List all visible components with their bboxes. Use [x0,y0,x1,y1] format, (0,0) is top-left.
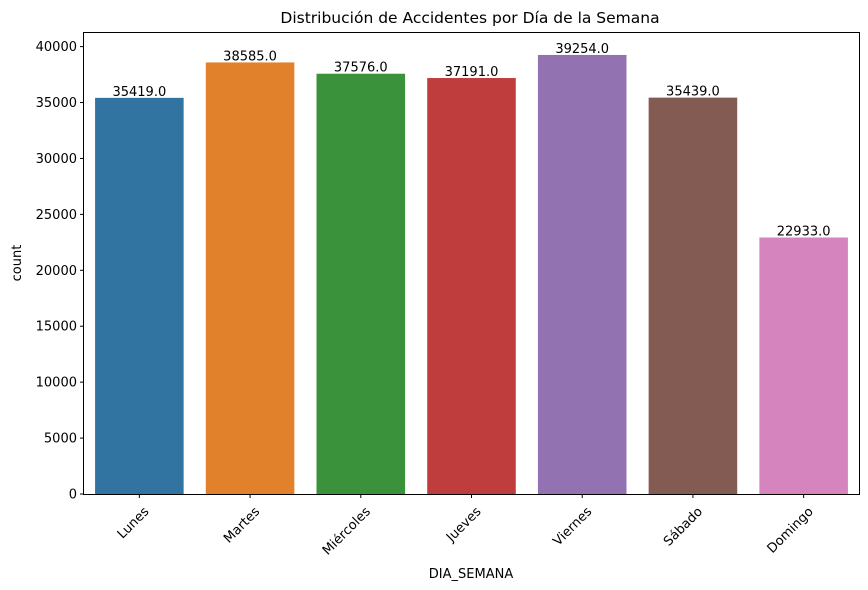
data-label-2: 37576.0 [334,61,388,76]
data-label-5: 35439.0 [666,85,720,100]
y-tick-label-6: 30000 [36,152,77,167]
plot-frame [83,32,860,495]
chart-title: Distribución de Accidentes por Día de la… [280,9,659,27]
y-tick-label-2: 10000 [36,376,77,391]
data-labels-group: 35419.0 38585.0 37576.0 37191.0 39254.0 35439… [112,42,830,240]
y-tick-label-0: 0 [69,488,77,503]
data-label-0: 35419.0 [112,85,166,100]
y-tick-label-5: 25000 [36,208,77,223]
bar-1 [205,62,295,494]
y-tick-label-3: 15000 [36,320,77,335]
data-label-4: 39254.0 [555,42,609,57]
bar-2 [316,73,406,494]
y-axis-label: count [10,245,25,282]
bar-6 [759,237,848,494]
y-tick-label-1: 5000 [44,432,77,447]
bar-5 [648,97,738,495]
bars-group [95,54,848,495]
bar-4 [537,54,627,494]
data-label-6: 22933.0 [777,225,831,240]
data-label-3: 37191.0 [445,65,499,80]
x-axis-label: DIA_SEMANA [429,567,514,582]
bar-3 [427,78,516,494]
bar-0 [95,97,184,494]
y-tick-label-4: 20000 [36,264,77,279]
y-tick-label-7: 35000 [36,96,77,111]
data-label-1: 38585.0 [223,49,277,64]
y-tick-label-8: 40000 [36,40,77,55]
y-axis: 0 5000 10000 15000 20000 25000 30000 35000 40000 [36,40,84,503]
